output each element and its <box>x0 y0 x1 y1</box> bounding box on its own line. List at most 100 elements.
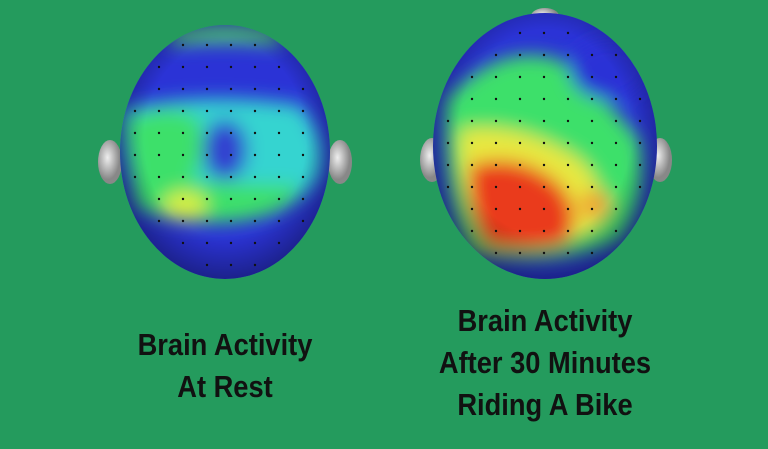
electrode-dot <box>542 53 546 57</box>
electrode-dot <box>277 197 281 201</box>
electrode-dot <box>301 153 305 157</box>
electrode-dot <box>494 207 498 211</box>
electrode-dot <box>494 97 498 101</box>
electrode-dot <box>566 229 570 233</box>
electrode-dot <box>518 75 522 79</box>
electrode-dot <box>253 43 257 47</box>
electrode-dot <box>446 119 450 123</box>
caption-line: Brain Activity <box>137 327 313 362</box>
electrode-dot <box>181 153 185 157</box>
electrode-dot <box>494 141 498 145</box>
electrode-dot <box>494 251 498 255</box>
electrode-dot <box>590 207 594 211</box>
electrode-dot <box>253 241 257 245</box>
electrode-dot <box>542 185 546 189</box>
electrode-dot <box>638 141 642 145</box>
electrode-dot <box>181 241 185 245</box>
electrode-dot <box>157 197 161 201</box>
electrode-dot <box>205 175 209 179</box>
electrode-dot <box>253 131 257 135</box>
electrode-dot <box>542 31 546 35</box>
caption-line: Brain Activity <box>457 303 633 338</box>
electrode-dot <box>157 131 161 135</box>
electrode-dot <box>277 153 281 157</box>
electrode-dot <box>614 185 618 189</box>
electrode-dot <box>494 53 498 57</box>
electrode-dot <box>518 207 522 211</box>
electrode-dot <box>157 175 161 179</box>
electrode-dot <box>614 75 618 79</box>
electrode-dot <box>590 251 594 255</box>
electrode-dot <box>494 75 498 79</box>
electrode-dot <box>590 53 594 57</box>
electrode-dot <box>638 185 642 189</box>
electrode-dot <box>301 87 305 91</box>
electrode-dot <box>566 207 570 211</box>
electrode-dot <box>205 153 209 157</box>
electrode-dot <box>518 251 522 255</box>
electrode-dot <box>229 43 233 47</box>
caption-line: At Rest <box>177 369 273 404</box>
electrode-dots <box>133 31 642 267</box>
electrode-dot <box>566 53 570 57</box>
electrode-dot <box>590 163 594 167</box>
electrode-dot <box>253 153 257 157</box>
electrode-dot <box>542 97 546 101</box>
electrode-dot <box>301 219 305 223</box>
electrode-dot <box>157 109 161 113</box>
electrode-dot <box>157 153 161 157</box>
electrode-dot <box>133 131 137 135</box>
electrode-dot <box>277 131 281 135</box>
electrode-dot <box>470 185 474 189</box>
caption-line: Riding A Bike <box>457 387 633 422</box>
electrode-dot <box>446 141 450 145</box>
electrode-dot <box>542 207 546 211</box>
electrode-dot <box>205 131 209 135</box>
electrode-dot <box>301 197 305 201</box>
electrode-dot <box>566 119 570 123</box>
electrode-dot <box>542 75 546 79</box>
electrode-dot <box>542 229 546 233</box>
electrode-dot <box>614 229 618 233</box>
electrode-dot <box>494 163 498 167</box>
electrode-dot <box>566 185 570 189</box>
electrode-dot <box>614 163 618 167</box>
electrode-dot <box>518 229 522 233</box>
electrode-dot <box>277 109 281 113</box>
electrode-dot <box>157 87 161 91</box>
electrode-dot <box>590 229 594 233</box>
electrode-dot <box>277 65 281 69</box>
electrode-dot <box>277 175 281 179</box>
electrode-dot <box>542 163 546 167</box>
electrode-dot <box>566 251 570 255</box>
electrode-dot <box>566 31 570 35</box>
electrode-dot <box>253 109 257 113</box>
electrode-dot <box>181 197 185 201</box>
electrode-dot <box>229 175 233 179</box>
electrode-dot <box>566 75 570 79</box>
electrode-dot <box>590 97 594 101</box>
electrode-dot <box>518 31 522 35</box>
electrode-dot <box>470 75 474 79</box>
electrode-dot <box>301 131 305 135</box>
electrode-dot <box>229 131 233 135</box>
electrode-dot <box>470 97 474 101</box>
caption-line: After 30 Minutes <box>438 345 652 380</box>
electrode-dot <box>542 251 546 255</box>
electrode-dot <box>157 65 161 69</box>
ear-left <box>98 140 122 184</box>
electrode-dot <box>566 97 570 101</box>
electrode-dot <box>205 197 209 201</box>
electrode-dot <box>229 65 233 69</box>
electrode-dot <box>614 119 618 123</box>
electrode-dot <box>614 207 618 211</box>
electrode-dot <box>494 185 498 189</box>
electrode-dot <box>253 65 257 69</box>
electrode-dot <box>566 141 570 145</box>
electrode-dot <box>253 175 257 179</box>
electrode-dot <box>494 229 498 233</box>
caption-after-riding: Brain Activity After 30 Minutes Riding A… <box>431 300 660 426</box>
electrode-dot <box>253 87 257 91</box>
electrode-dot <box>229 197 233 201</box>
electrode-dot <box>590 185 594 189</box>
